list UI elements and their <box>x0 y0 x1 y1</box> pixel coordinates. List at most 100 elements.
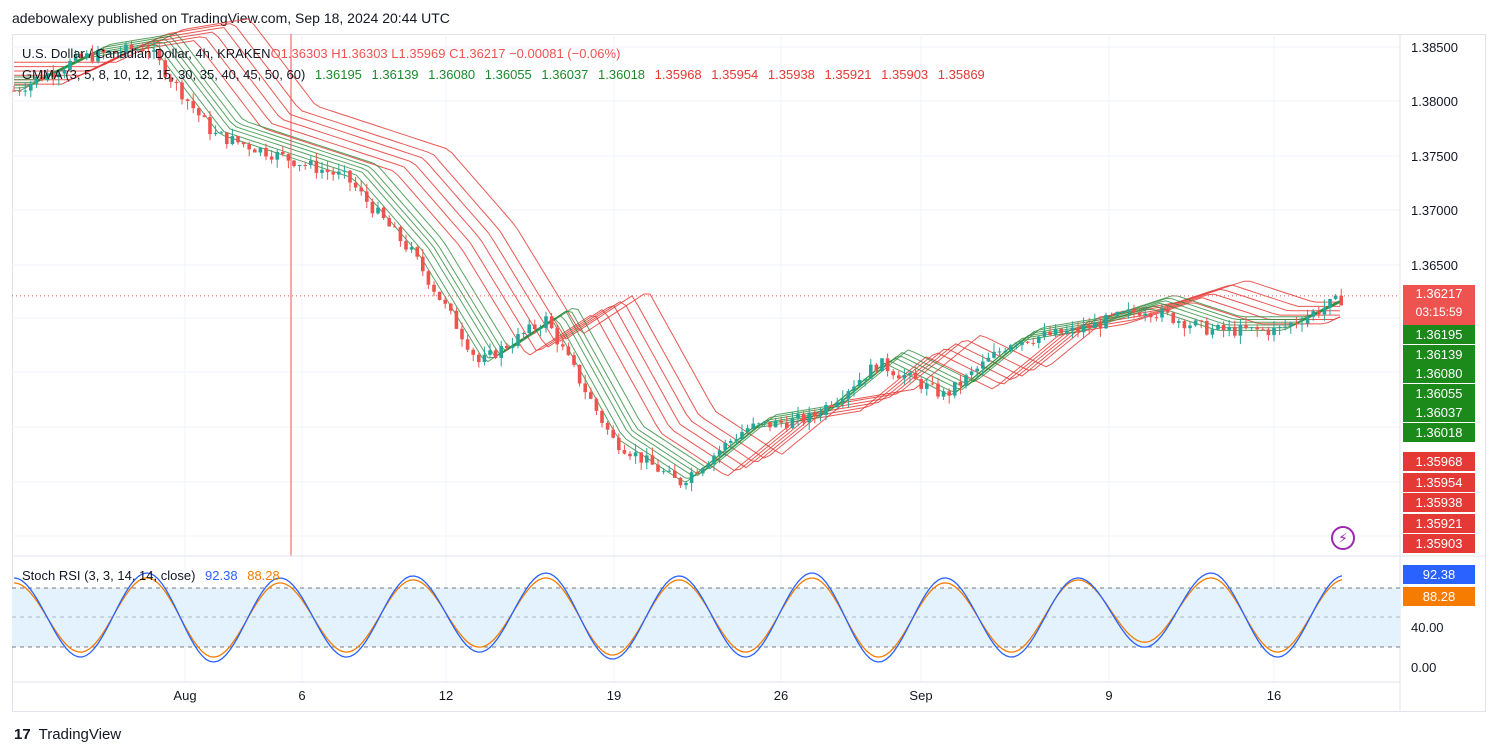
candle-body <box>695 472 699 474</box>
gmma-short-price-tag: 1.36037 <box>1403 403 1475 422</box>
candle-body <box>1277 326 1282 328</box>
candle-body <box>1244 324 1248 329</box>
candle-body <box>353 182 358 188</box>
current-price-value: 1.36217 <box>1415 286 1463 301</box>
candle-body <box>477 354 481 363</box>
candle-body <box>275 151 279 160</box>
candle-body <box>706 463 711 469</box>
candle-body <box>622 450 627 454</box>
time-tick-label: 9 <box>1105 688 1112 703</box>
gmma-long-value: 1.35954 <box>711 67 759 82</box>
candle-body <box>505 345 509 349</box>
candle-body <box>157 50 162 61</box>
candle-body <box>258 147 263 153</box>
candle-body <box>734 439 739 442</box>
candle-body <box>941 391 946 397</box>
candle-body <box>12 90 16 92</box>
candle-body <box>1160 309 1164 318</box>
candle-body <box>241 142 246 145</box>
candle-body <box>1020 341 1024 345</box>
candle-body <box>1104 314 1108 329</box>
time-tick-label: 26 <box>774 688 788 703</box>
candle-body <box>1154 317 1159 319</box>
candle-body <box>499 345 503 358</box>
gmma-short-price-tag: 1.36139 <box>1403 344 1475 364</box>
candle-body <box>208 117 212 135</box>
candle-body <box>449 303 453 311</box>
candle-body <box>510 345 515 349</box>
stoch-k-value: 92.38 <box>205 568 238 583</box>
countdown-value: 03:15:59 <box>1415 305 1463 319</box>
candle-body <box>393 226 397 228</box>
gmma-long-line <box>14 27 1340 463</box>
candle-body <box>992 351 996 358</box>
gmma-short-price-tag: 1.36055 <box>1403 383 1475 403</box>
candle-body <box>1076 327 1080 333</box>
candle-body <box>1098 322 1103 329</box>
candle-body <box>415 247 419 257</box>
candle-body <box>785 422 789 429</box>
candle-body <box>880 358 884 372</box>
gmma-short-value: 1.36037 <box>541 67 589 82</box>
price-tick-label: 1.38000 <box>1411 94 1458 109</box>
candle-body <box>488 350 492 355</box>
candle-body <box>79 53 83 58</box>
candle-body <box>561 344 565 347</box>
gmma-short-line <box>14 46 1341 483</box>
candle-body <box>1249 327 1254 329</box>
candle-body <box>521 333 526 335</box>
gmma-long-value: 1.35869 <box>937 67 985 82</box>
candle-body <box>34 77 39 84</box>
stoch-band <box>12 588 1400 647</box>
chart-frame <box>12 34 1486 712</box>
candle-body <box>1199 320 1203 322</box>
time-tick-label: Sep <box>909 688 932 703</box>
footer-brand-name: TradingView <box>38 726 122 743</box>
candle-body <box>1059 328 1063 334</box>
candle-body <box>852 386 856 392</box>
candle-body <box>986 357 991 362</box>
candle-body <box>1003 351 1007 353</box>
candle-body <box>129 44 134 50</box>
candle-body <box>331 172 335 175</box>
candle-body <box>90 53 95 62</box>
candle-body <box>958 381 963 386</box>
candle-body <box>1132 309 1136 313</box>
candle-body <box>269 156 274 160</box>
candle-body <box>45 73 50 81</box>
candle-body <box>387 218 391 227</box>
footer-brand[interactable]: 17 TradingView <box>14 726 121 743</box>
candle-body <box>365 191 369 202</box>
candle-body <box>454 310 459 329</box>
candle-body <box>549 316 554 329</box>
candle-body <box>538 328 543 330</box>
candles <box>12 40 1343 492</box>
candle-body <box>650 455 655 465</box>
candle-body <box>1065 330 1069 334</box>
candle-body <box>1126 309 1131 312</box>
candle-body <box>1221 324 1226 331</box>
stoch-legend: Stoch RSI (3, 3, 14, 14, close) 92.38 88… <box>22 568 286 583</box>
candle-body <box>404 241 408 250</box>
candle-body <box>1272 327 1276 336</box>
candle-body <box>493 350 498 358</box>
candle-body <box>1233 326 1237 336</box>
gmma-short-line <box>14 35 1341 472</box>
candle-body <box>891 371 895 376</box>
candle-body <box>1322 307 1327 315</box>
candle-body <box>85 53 89 58</box>
price-tick-label: 1.37000 <box>1411 203 1458 218</box>
candle-body <box>17 90 22 92</box>
candle-body <box>953 381 957 396</box>
candle-body <box>73 53 78 61</box>
candle-body <box>678 477 683 486</box>
tradingview-logo-icon: 17 <box>14 726 31 743</box>
candle-body <box>611 429 615 438</box>
candle-body <box>600 410 604 423</box>
candle-body <box>577 364 582 384</box>
lightning-icon[interactable]: ⚡ <box>1331 526 1355 550</box>
candle-body <box>1193 320 1198 326</box>
candle-body <box>185 99 190 102</box>
gmma-long-line <box>14 36 1341 471</box>
